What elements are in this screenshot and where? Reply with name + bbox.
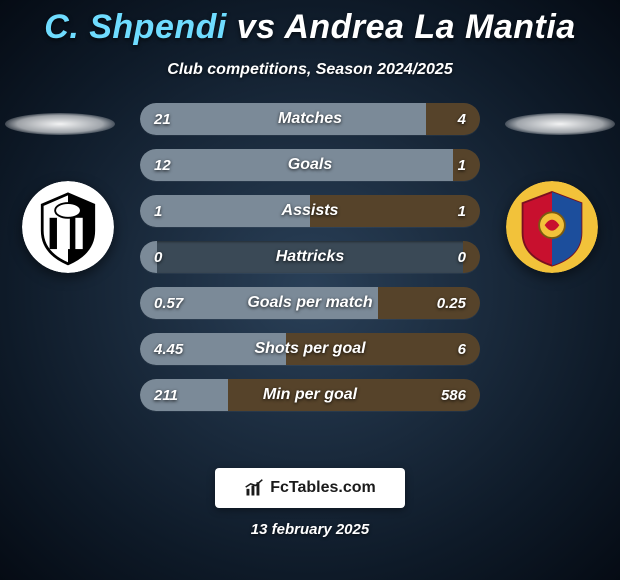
stat-fill-right xyxy=(310,195,480,227)
stat-row: Goals per match0.570.25 xyxy=(140,287,480,319)
stat-fill-left xyxy=(140,333,286,365)
stat-row: Min per goal211586 xyxy=(140,379,480,411)
brand-text: FcTables.com xyxy=(270,479,376,497)
stat-bars: Matches214 Goals121 Assists11 Hattricks00 Go… xyxy=(140,103,480,411)
stat-fill-left xyxy=(140,241,157,273)
brand-badge: FcTables.com xyxy=(215,468,405,508)
date-label: 13 february 2025 xyxy=(0,521,620,538)
crest-right-svg xyxy=(506,181,598,273)
stat-fill-left xyxy=(140,195,310,227)
player2-name: Andrea La Mantia xyxy=(284,8,575,46)
club-crest-left xyxy=(22,181,114,273)
stat-fill-right xyxy=(463,241,480,273)
spotlight-left xyxy=(5,113,115,135)
brand-icon xyxy=(244,478,264,498)
vs-label: vs xyxy=(237,8,276,46)
subtitle: Club competitions, Season 2024/2025 xyxy=(167,61,452,79)
stat-fill-right xyxy=(378,287,480,319)
stat-fill-right xyxy=(228,379,480,411)
comparison-title: C. Shpendi vs Andrea La Mantia xyxy=(44,8,575,47)
stat-row: Shots per goal4.456 xyxy=(140,333,480,365)
content-root: C. Shpendi vs Andrea La Mantia Club comp… xyxy=(0,0,620,580)
player1-name: C. Shpendi xyxy=(44,8,227,46)
spotlight-right xyxy=(505,113,615,135)
stat-row: Hattricks00 xyxy=(140,241,480,273)
crest-left-svg xyxy=(22,181,114,273)
stat-fill-right xyxy=(426,103,480,135)
stat-row: Goals121 xyxy=(140,149,480,181)
stat-fill-left xyxy=(140,103,426,135)
stat-label: Hattricks xyxy=(140,241,480,273)
stat-fill-right xyxy=(286,333,480,365)
main-area: Matches214 Goals121 Assists11 Hattricks00 Go… xyxy=(0,103,620,580)
stat-fill-left xyxy=(140,287,378,319)
stat-row: Matches214 xyxy=(140,103,480,135)
stat-fill-left xyxy=(140,149,453,181)
club-crest-right xyxy=(506,181,598,273)
stat-fill-left xyxy=(140,379,228,411)
stat-fill-right xyxy=(453,149,480,181)
stat-row: Assists11 xyxy=(140,195,480,227)
